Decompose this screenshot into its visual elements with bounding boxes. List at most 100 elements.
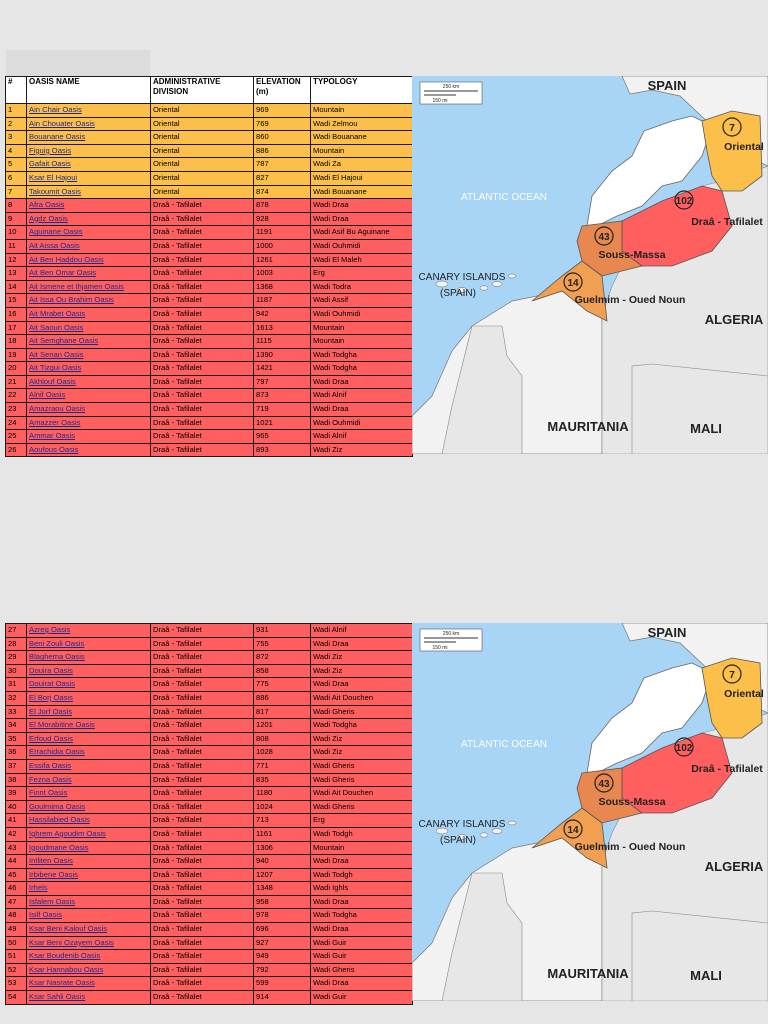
oasis-name-link[interactable]: El Borj Oasis (26, 690, 151, 706)
row-number: 41 (5, 813, 27, 828)
row-elevation: 787 (253, 157, 311, 172)
table-body-bottom: 27 Azreg Oasis Draâ - Tafilalet 931 Wadi Aln… (5, 623, 413, 1005)
row-number: 9 (5, 211, 27, 227)
oasis-name-link[interactable]: Intliten Oasis (26, 854, 151, 869)
oasis-name-link[interactable]: Ksar Beni Ozayem Oasis (26, 935, 151, 951)
oasis-name-link[interactable]: Ighrem Agoudim Oasis (26, 826, 151, 842)
row-number: 4 (5, 143, 27, 159)
row-number: 12 (5, 252, 27, 268)
table-row: 47 Isfalem Oasis Draâ - Tafilalet 958 Wadi D… (5, 894, 413, 910)
oasis-name-link[interactable]: Ammar Oasis (26, 429, 151, 444)
oasis-name-link[interactable]: Ait Saoun Oasis (26, 320, 151, 336)
oasis-name-link[interactable]: Amazraou Oasis (26, 402, 151, 417)
table-row: 49 Ksar Beni Kalouf Oasis Draâ - Tafilalet… (5, 922, 413, 937)
oasis-name-link[interactable]: El Morabitine Oasis (26, 718, 151, 733)
oasis-name-link[interactable]: Ain Chair Oasis (26, 103, 151, 118)
oasis-name-link[interactable]: Alnif Oasis (26, 388, 151, 404)
oasis-name-link[interactable]: Akhlouf Oasis (26, 374, 151, 390)
table-row: 5 Gafait Oasis Oriental 787 Wadi Za (5, 157, 413, 172)
table-row: 12 Ait Ben Haddou Oasis Draâ - Tafilalet 12… (5, 252, 413, 268)
row-division: Draâ - Tafilalet (150, 690, 254, 706)
row-typology: Wadi El Maleh (310, 252, 413, 268)
oasis-name-link[interactable]: Finnt Oasis (26, 786, 151, 801)
oasis-name-link[interactable]: Ait Ismene et Ihjamen Oasis (26, 279, 151, 295)
oasis-name-link[interactable]: Ait Ben Haddou Oasis (26, 252, 151, 268)
oasis-name-link[interactable]: Blaghema Oasis (26, 650, 151, 665)
row-typology: Wadi Gheris (310, 772, 413, 788)
oasis-name-link[interactable]: Ait Aissa Oasis (26, 238, 151, 254)
row-elevation: 1207 (253, 867, 311, 883)
header-shade (6, 50, 150, 76)
scale-box (419, 81, 483, 105)
oasis-name-link[interactable]: Figuig Oasis (26, 143, 151, 159)
table-row: 25 Ammar Oasis Draâ - Tafilalet 965 Wadi Aln… (5, 429, 413, 444)
row-number: 11 (5, 238, 27, 254)
row-number: 21 (5, 374, 27, 390)
oasis-name-link[interactable]: Beni Zouli Oasis (26, 636, 151, 652)
row-typology: Wadi Draa (310, 636, 413, 652)
oasis-name-link[interactable]: Irbibene Oasis (26, 867, 151, 883)
oasis-name-link[interactable]: Agdz Oasis (26, 211, 151, 227)
row-typology: Wadi Bouanane (310, 130, 413, 145)
row-elevation: 886 (253, 690, 311, 706)
oasis-name-link[interactable]: Fezna Oasis (26, 772, 151, 788)
oasis-name-link[interactable]: Gafait Oasis (26, 157, 151, 172)
row-elevation: 969 (253, 103, 311, 118)
oasis-name-link[interactable]: Amazzer Oasis (26, 415, 151, 431)
table-row: 15 Ait Issa Ou Brahim Oasis Draâ - Tafilal… (5, 293, 413, 308)
oasis-name-link[interactable]: Errachidia Oasis (26, 745, 151, 760)
row-elevation: 928 (253, 211, 311, 227)
row-number: 3 (5, 130, 27, 145)
oasis-name-link[interactable]: Ksar Boudenib Oasis (26, 949, 151, 964)
map-svg: 250 km 150 mi SPAIN ATLANTIC OCEAN CANARY IS… (412, 623, 768, 1001)
oasis-name-link[interactable]: Ksar El Hajoui (26, 170, 151, 186)
oasis-name-link[interactable]: Azreg Oasis (26, 623, 151, 638)
oasis-name-link[interactable]: Ait Mrabet Oasis (26, 306, 151, 322)
oasis-name-link[interactable]: Afra Oasis (26, 198, 151, 213)
oasis-name-link[interactable]: Bouanane Oasis (26, 130, 151, 145)
oasis-name-link[interactable]: Ksar Sahli Oasis (26, 990, 151, 1005)
oasis-name-link[interactable]: Aoufous Oasis (26, 442, 151, 458)
row-typology: Wadi Ouhmidi (310, 415, 413, 431)
oasis-name-link[interactable]: Goulmima Oasis (26, 799, 151, 815)
row-elevation: 808 (253, 731, 311, 747)
oasis-name-link[interactable]: Aguinane Oasis (26, 225, 151, 240)
row-division: Draâ - Tafilalet (150, 840, 254, 856)
oasis-name-link[interactable]: Ksar Hannabou Oasis (26, 962, 151, 978)
oasis-name-link[interactable]: El Jorf Oasis (26, 704, 151, 720)
row-elevation: 696 (253, 922, 311, 937)
table-row: 27 Azreg Oasis Draâ - Tafilalet 931 Wadi Aln… (5, 623, 413, 638)
row-elevation: 1187 (253, 293, 311, 308)
oasis-name-link[interactable]: Ait Semghane Oasis (26, 334, 151, 349)
oasis-name-link[interactable]: Ait Tizgui Oasis (26, 361, 151, 376)
oasis-name-link[interactable]: Ksar Nasrate Oasis (26, 976, 151, 992)
oasis-name-link[interactable]: Essifa Oasis (26, 758, 151, 774)
row-number: 31 (5, 677, 27, 692)
oasis-name-link[interactable]: Ksar Beni Kalouf Oasis (26, 922, 151, 937)
oasis-name-link[interactable]: Igoudmane Oasis (26, 840, 151, 856)
oasis-name-link[interactable]: Ain Chouater Oasis (26, 116, 151, 132)
row-elevation: 771 (253, 758, 311, 774)
oasis-name-link[interactable]: Hassilabied Oasis (26, 813, 151, 828)
row-elevation: 775 (253, 677, 311, 692)
row-number: 17 (5, 320, 27, 336)
row-typology: Wadi Ziz (310, 745, 413, 760)
oasis-name-link[interactable]: Douirat Oasis (26, 677, 151, 692)
canary-islands-label: CANARY ISLANDS (419, 819, 506, 830)
oasis-name-link[interactable]: Irhels (26, 881, 151, 896)
table-row: 8 Afra Oasis Draâ - Tafilalet 878 Wadi Draa (5, 198, 413, 213)
oasis-name-link[interactable]: Douira Oasis (26, 663, 151, 679)
row-number: 13 (5, 266, 27, 281)
oasis-name-link[interactable]: Ait Issa Ou Brahim Oasis (26, 293, 151, 308)
row-number: 23 (5, 402, 27, 417)
oasis-name-link[interactable]: Isfalem Oasis (26, 894, 151, 910)
region-count-guelmim-oued-noun: 14 (567, 278, 579, 289)
row-elevation: 1368 (253, 279, 311, 295)
oasis-name-link[interactable]: Takoumit Oasis (26, 184, 151, 200)
oasis-name-link[interactable]: Erfoud Oasis (26, 731, 151, 747)
country-label-mauritania: MAURITANIA (547, 966, 629, 981)
oasis-name-link[interactable]: Ait Senan Oasis (26, 347, 151, 363)
canary-island (456, 834, 468, 840)
oasis-name-link[interactable]: Ait Ben Omar Oasis (26, 266, 151, 281)
oasis-name-link[interactable]: Isilf Oasis (26, 908, 151, 924)
